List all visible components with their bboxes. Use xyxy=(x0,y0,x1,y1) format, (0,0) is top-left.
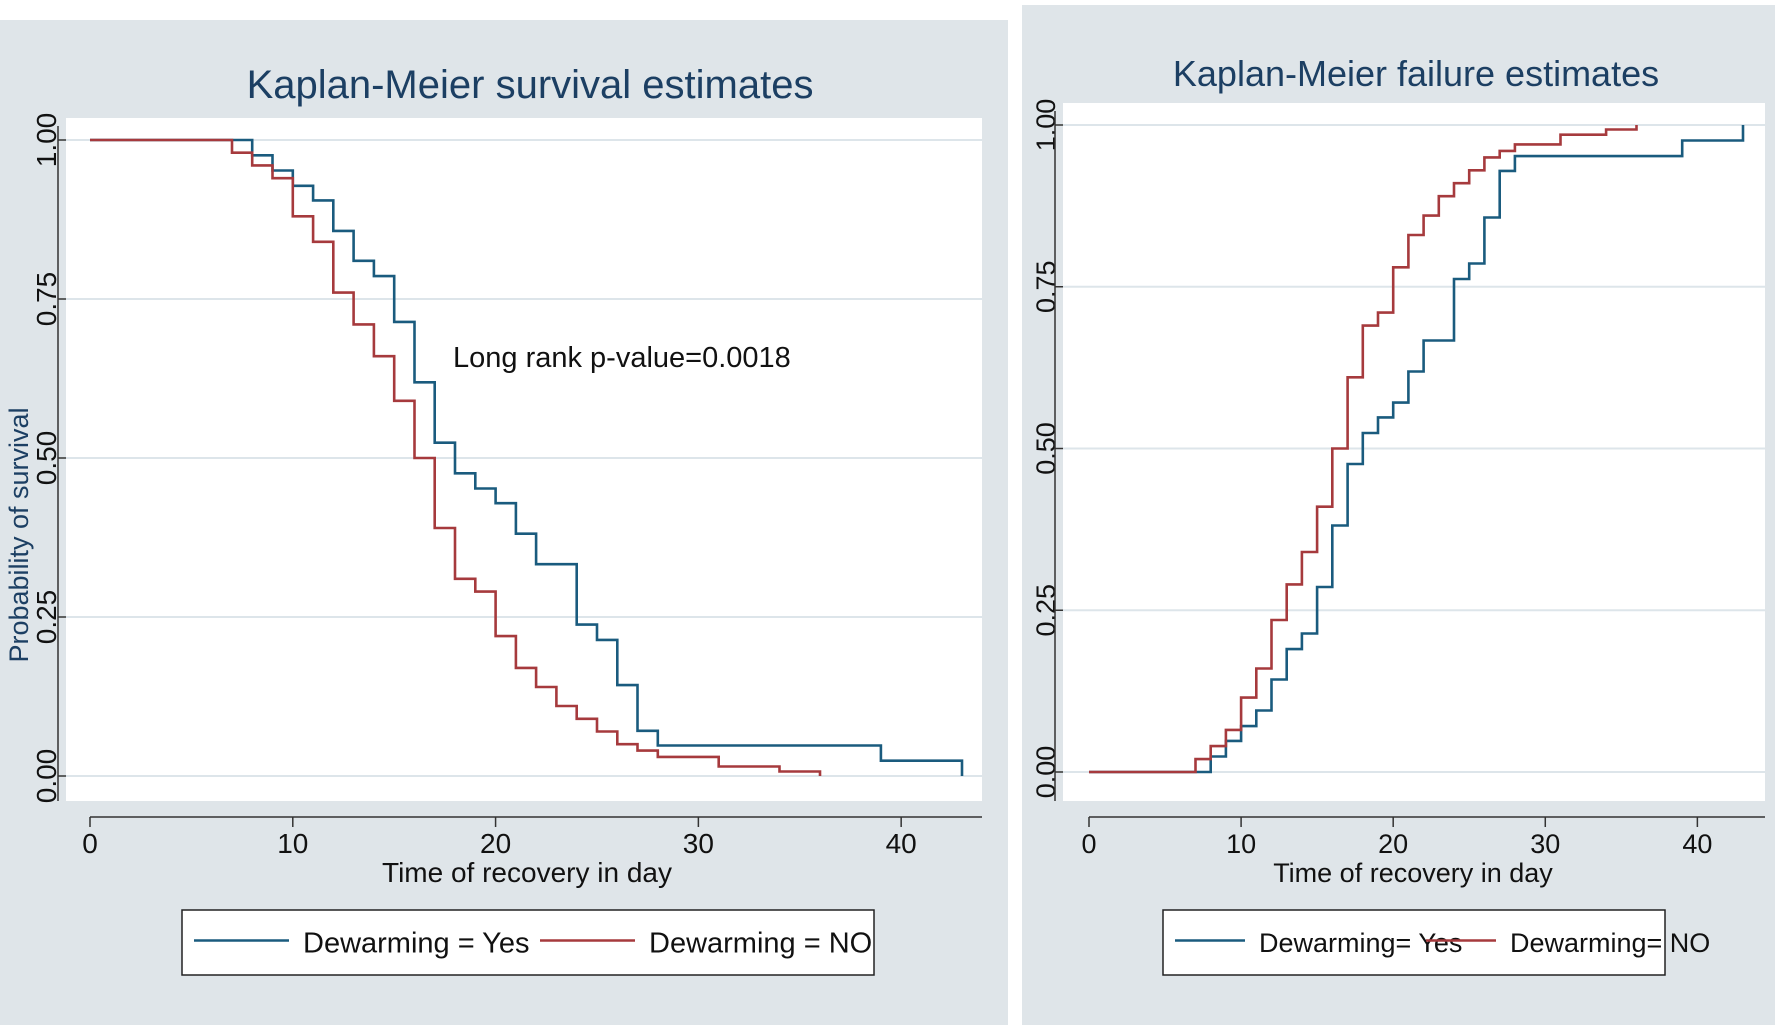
chart2-y-tick-label: 0.00 xyxy=(1031,746,1061,799)
chart1-x-tick-label: 10 xyxy=(277,828,308,859)
chart1-x-tick-label: 0 xyxy=(82,828,98,859)
chart2-x-tick-label: 40 xyxy=(1682,829,1712,859)
chart1-legend-label-no: Dewarming = NO xyxy=(649,928,872,960)
chart1-x-tick-label: 20 xyxy=(480,828,511,859)
chart2-x-tick-label: 30 xyxy=(1530,829,1560,859)
chart1-x-tick-label: 40 xyxy=(886,828,917,859)
chart2-x-axis-title: Time of recovery in day xyxy=(1273,858,1553,888)
chart1-x-axis-title: Time of recovery in day xyxy=(382,857,672,888)
chart1-y-tick-label: 0.50 xyxy=(31,431,62,486)
chart1-series-no-line xyxy=(90,138,822,776)
chart1-y-tick-label: 0.25 xyxy=(31,590,62,645)
chart2-legend-label-no: Dewarming= NO xyxy=(1510,928,1710,958)
chart1-y-axis-title: Probability of survival xyxy=(4,407,34,662)
chart1-y-tick-label: 0.00 xyxy=(31,749,62,804)
chart2-y-tick-label: 0.25 xyxy=(1031,584,1061,637)
chart1-y-tick-label: 0.75 xyxy=(31,272,62,327)
chart2-plot-area xyxy=(1063,103,1765,801)
chart2-y-tick-label: 0.50 xyxy=(1031,422,1061,475)
chart2-series-no-line xyxy=(1089,125,1638,774)
chart2-legend-box xyxy=(1162,909,1666,976)
chart1-title: Kaplan-Meier survival estimates xyxy=(247,63,814,107)
chart2-y-tick-label: 1.00 xyxy=(1031,99,1061,152)
chart1-plot-area xyxy=(66,118,982,801)
chart1-x-tick-label: 30 xyxy=(683,828,714,859)
chart1-legend-box xyxy=(181,909,875,976)
chart2-x-tick-label: 20 xyxy=(1378,829,1408,859)
chart1-legend-label-yes: Dewarming = Yes xyxy=(303,928,530,960)
chart1-annotation: Long rank p-value=0.0018 xyxy=(453,342,791,374)
chart2-title: Kaplan-Meier failure estimates xyxy=(1173,53,1659,94)
chart2-x-tick-label: 10 xyxy=(1226,829,1256,859)
chart1-series-yes-line xyxy=(90,138,964,776)
chart2-series-yes-line xyxy=(1089,125,1745,774)
chart1-y-tick-label: 1.00 xyxy=(31,113,62,168)
chart2-x-tick-label: 0 xyxy=(1081,829,1096,859)
chart2-y-tick-label: 0.75 xyxy=(1031,260,1061,313)
chart2-legend-label-yes: Dewarming= Yes xyxy=(1259,928,1462,958)
